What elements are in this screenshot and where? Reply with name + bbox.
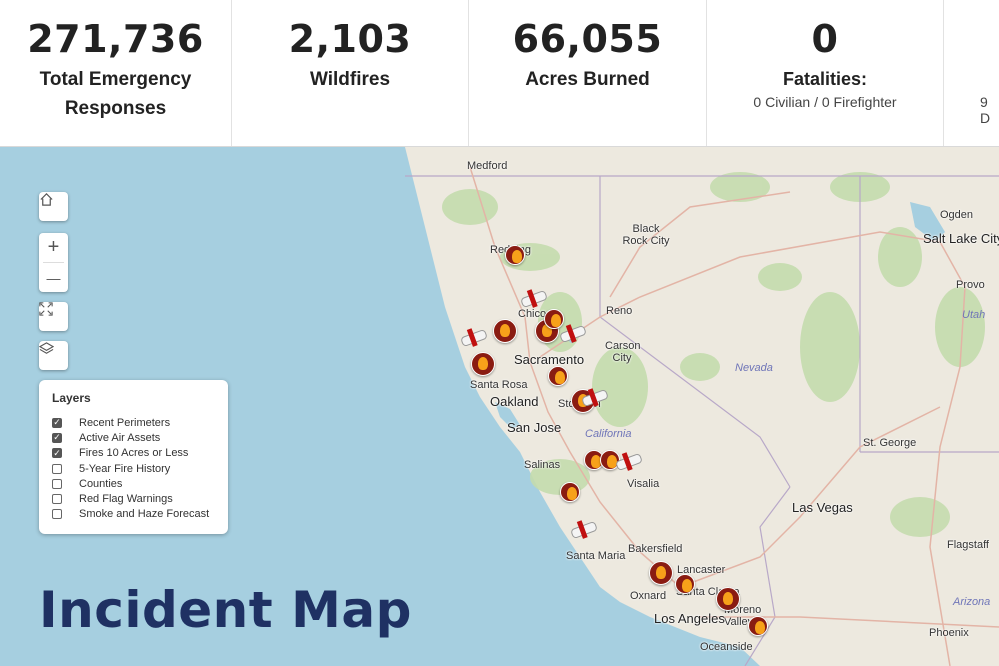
checkbox[interactable] xyxy=(52,478,62,489)
divider xyxy=(943,0,944,146)
checkbox[interactable]: ✓ xyxy=(52,447,62,459)
city-label: Phoenix xyxy=(929,627,969,639)
stat-total-responses: 271,736 Total Emergency Responses xyxy=(0,0,231,146)
city-label: Santa Rosa xyxy=(470,379,528,391)
state-label: California xyxy=(585,428,632,440)
layer-item[interactable]: ✓ Active Air Assets xyxy=(52,430,215,445)
stat-value: 66,055 xyxy=(512,17,663,61)
city-label: Provo xyxy=(956,279,985,291)
layer-item[interactable]: Red Flag Warnings xyxy=(52,491,215,506)
divider xyxy=(43,262,64,263)
divider xyxy=(231,0,232,146)
incident-map[interactable]: Medford Black Rock City Ogden Salt Lake … xyxy=(0,147,999,666)
expand-icon xyxy=(39,302,53,316)
home-icon xyxy=(40,193,53,206)
layer-label: Recent Perimeters xyxy=(79,416,171,429)
stat-fatalities: 0 Fatalities: 0 Civilian / 0 Firefighter xyxy=(707,0,943,146)
checkbox[interactable] xyxy=(52,463,62,474)
stat-wildfires: 2,103 Wildfires xyxy=(232,0,468,146)
city-label: San Jose xyxy=(507,420,562,435)
layers-button[interactable] xyxy=(39,341,68,370)
layer-label: Smoke and Haze Forecast xyxy=(79,508,210,521)
home-button[interactable] xyxy=(39,192,68,221)
layer-item[interactable]: 5-Year Fire History xyxy=(52,461,215,476)
fullscreen-button[interactable] xyxy=(39,302,68,331)
fire-marker[interactable] xyxy=(675,574,695,594)
city-label: Flagstaff xyxy=(947,539,989,551)
layer-label: Active Air Assets xyxy=(79,431,161,444)
stat-value: 2,103 xyxy=(288,17,412,61)
city-label: St. George xyxy=(863,437,917,449)
zoom-out-button[interactable]: — xyxy=(46,269,61,286)
zoom-in-button[interactable]: + xyxy=(47,236,60,258)
layer-label: Fires 10 Acres or Less xyxy=(79,447,189,460)
fire-marker[interactable] xyxy=(716,587,740,611)
stat-partial: 9 D xyxy=(944,0,999,146)
stat-value: 271,736 xyxy=(27,17,204,61)
city-label: Bakersfield xyxy=(628,543,683,555)
state-label: Arizona xyxy=(953,596,991,608)
checkbox[interactable] xyxy=(52,494,62,505)
city-label: Carson City xyxy=(605,340,641,364)
state-label: Utah xyxy=(962,309,986,321)
fire-marker[interactable] xyxy=(471,352,495,376)
stat-label: Wildfires xyxy=(309,69,391,90)
layers-icon xyxy=(39,342,54,354)
city-label: Los Angeles xyxy=(654,611,725,626)
zoom-control: + — xyxy=(39,233,68,292)
divider xyxy=(468,0,469,146)
city-label: Salt Lake City xyxy=(923,231,999,246)
city-label: Medford xyxy=(467,160,508,172)
divider xyxy=(706,0,707,146)
stat-value xyxy=(944,20,999,58)
stat-value: 0 xyxy=(811,17,839,61)
layer-item[interactable]: Smoke and Haze Forecast xyxy=(52,507,215,522)
checkbox[interactable]: ✓ xyxy=(52,417,62,428)
city-label: Las Vegas xyxy=(792,500,853,515)
stat-label: Fatalities: xyxy=(782,69,868,89)
checkbox[interactable] xyxy=(52,509,62,520)
map-title: Incident Map xyxy=(39,581,412,639)
stat-sublabel: 9 D xyxy=(980,94,991,126)
city-label: Santa Maria xyxy=(566,550,626,562)
fire-marker[interactable] xyxy=(493,319,517,343)
layer-item[interactable]: Counties xyxy=(52,476,215,491)
city-label: Visalia xyxy=(627,478,660,490)
fire-marker[interactable] xyxy=(548,366,568,386)
fire-marker[interactable] xyxy=(505,245,525,265)
city-label: Oakland xyxy=(490,394,539,409)
city-label: Oxnard xyxy=(630,590,667,602)
fire-marker[interactable] xyxy=(649,561,673,585)
fire-marker[interactable] xyxy=(560,482,580,502)
city-label: Lancaster xyxy=(677,564,726,576)
city-label: Sacramento xyxy=(514,352,585,367)
stat-acres-burned: 66,055 Acres Burned xyxy=(469,0,706,146)
stats-bar: 271,736 Total Emergency Responses 2,103 … xyxy=(0,0,999,147)
city-label: Ogden xyxy=(940,209,974,221)
city-label: Salinas xyxy=(524,459,561,471)
layer-item[interactable]: ✓ Fires 10 Acres or Less xyxy=(52,446,215,461)
city-label: Black Rock City xyxy=(622,223,670,247)
city-label: Reno xyxy=(606,305,633,317)
checkbox[interactable]: ✓ xyxy=(52,432,62,443)
layers-panel: Layers ✓ Recent Perimeters ✓ Active Air As… xyxy=(39,380,228,534)
state-label: Nevada xyxy=(735,362,773,374)
layers-panel-title: Layers xyxy=(52,391,91,405)
city-label: Chico xyxy=(518,308,547,320)
stat-label: Acres Burned xyxy=(525,69,650,90)
map-basemap xyxy=(405,147,999,666)
stat-label: Total Emergency Responses xyxy=(39,69,192,119)
layer-item[interactable]: ✓ Recent Perimeters xyxy=(52,415,215,430)
city-label: Oceanside xyxy=(700,641,753,653)
layer-label: Counties xyxy=(79,477,123,490)
layer-label: 5-Year Fire History xyxy=(79,462,171,475)
layer-label: Red Flag Warnings xyxy=(79,493,173,506)
stat-label xyxy=(944,65,999,94)
stat-sublabel: 0 Civilian / 0 Firefighter xyxy=(753,94,897,110)
fire-marker[interactable] xyxy=(544,309,564,329)
fire-marker[interactable] xyxy=(748,616,768,636)
